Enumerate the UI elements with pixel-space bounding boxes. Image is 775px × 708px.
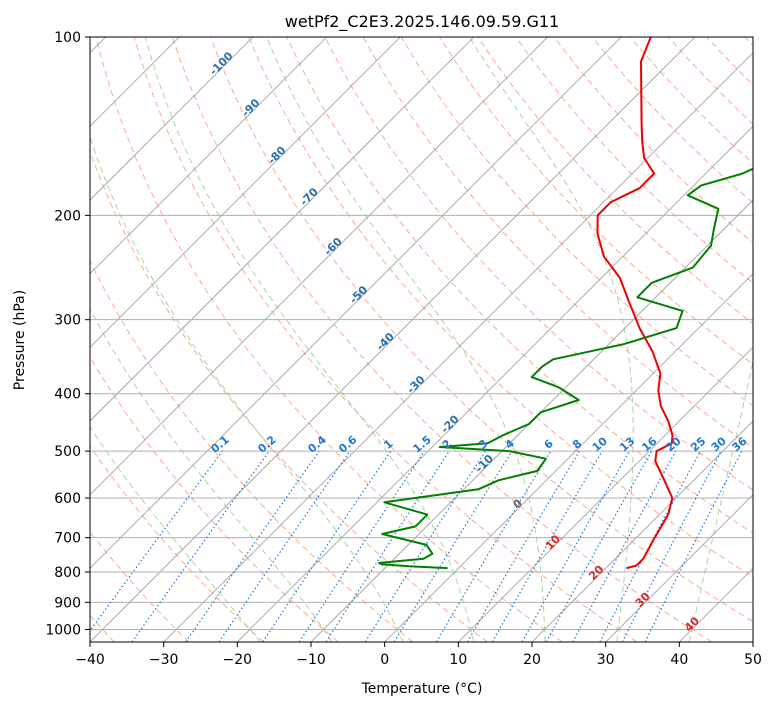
chart-title: wetPf2_C2E3.2025.146.09.59.G11 bbox=[285, 12, 559, 32]
isotherm-line bbox=[531, 420, 753, 642]
x-tick-label: 0 bbox=[380, 652, 389, 668]
y-tick-label: 100 bbox=[54, 30, 81, 46]
x-axis-title: Temperature (°C) bbox=[361, 681, 483, 697]
mixing-ratio-line bbox=[393, 450, 513, 642]
isotherm-line bbox=[90, 37, 475, 422]
y-tick-label: 600 bbox=[54, 491, 81, 507]
isotherm-line bbox=[605, 494, 753, 642]
y-tick-label: 500 bbox=[54, 444, 81, 460]
dry-adiabat-line bbox=[324, 37, 753, 491]
mixing-ratio-line bbox=[521, 450, 631, 642]
y-tick-label: 200 bbox=[54, 208, 81, 224]
isotherm-line bbox=[90, 37, 548, 496]
isotherm-line bbox=[163, 52, 753, 642]
moist-adiabat-line bbox=[144, 37, 475, 642]
x-tick-label: −10 bbox=[296, 652, 326, 668]
mixing-ratio-line bbox=[545, 450, 653, 642]
x-tick-label: 10 bbox=[449, 652, 467, 668]
isotherm-line bbox=[384, 273, 753, 642]
dry-adiabat-line bbox=[90, 445, 264, 642]
mixing-ratio-line bbox=[90, 450, 223, 632]
mixing-ratio-line bbox=[644, 450, 743, 642]
y-axis-title: Pressure (hPa) bbox=[12, 290, 28, 390]
moist-adiabat-line bbox=[90, 426, 261, 642]
x-tick-label: 20 bbox=[523, 652, 541, 668]
series-layer bbox=[378, 37, 753, 570]
dry-adiabat-line bbox=[286, 37, 753, 534]
temperature-profile-line bbox=[596, 37, 674, 570]
dry-adiabat-line bbox=[515, 37, 753, 284]
isotherm-line bbox=[90, 37, 254, 201]
x-tick-label: 50 bbox=[744, 652, 762, 668]
x-axis: −40 −30 −20 −10 0 10 20 30 40 50 bbox=[75, 642, 762, 668]
y-tick-label: 700 bbox=[54, 531, 81, 547]
mixing-ratio-line bbox=[131, 450, 270, 642]
moist-adiabat-line bbox=[688, 358, 753, 642]
isotherm-line bbox=[90, 37, 696, 642]
mixing-ratio-line bbox=[218, 450, 351, 642]
y-tick-label: 400 bbox=[54, 387, 81, 403]
dry-adiabat-line bbox=[95, 37, 563, 642]
moist-adiabat-line bbox=[90, 135, 404, 642]
isotherm-line bbox=[90, 37, 327, 275]
dry-adiabat-line bbox=[90, 259, 414, 642]
y-tick-label: 900 bbox=[54, 595, 81, 611]
y-tick-label: 300 bbox=[54, 313, 81, 329]
moist-adiabat-line bbox=[266, 37, 546, 642]
dry-adiabat-line bbox=[248, 37, 753, 578]
x-tick-label: 30 bbox=[597, 652, 615, 668]
mixing-ratio-line bbox=[572, 450, 677, 642]
plot-frame bbox=[89, 36, 754, 643]
isotherm-line bbox=[458, 346, 753, 642]
y-tick-label: 1000 bbox=[45, 622, 81, 638]
isotherm-line bbox=[237, 125, 753, 642]
mixing-ratio-line bbox=[262, 450, 392, 642]
dry-adiabat-line bbox=[133, 37, 638, 642]
dry-adiabat-line bbox=[90, 356, 339, 642]
x-tick-label: −40 bbox=[75, 652, 105, 668]
y-axis: 100 200 300 400 500 600 700 800 900 1000 bbox=[45, 30, 90, 638]
dry-adiabat-line bbox=[210, 37, 753, 623]
moist-adiabat-line bbox=[90, 308, 333, 642]
x-tick-label: −20 bbox=[223, 652, 253, 668]
dewpoint-profile-line bbox=[378, 167, 753, 570]
mixing-ratio-line bbox=[185, 450, 320, 642]
mixing-ratio-line bbox=[325, 450, 450, 642]
isotherm-line bbox=[90, 37, 622, 569]
x-tick-label: 40 bbox=[670, 652, 688, 668]
x-tick-label: −30 bbox=[149, 652, 179, 668]
isotherm-line bbox=[90, 37, 401, 348]
y-tick-label: 800 bbox=[54, 565, 81, 581]
dry-adiabat-line bbox=[171, 37, 712, 642]
mixing-ratio-line bbox=[298, 450, 425, 642]
